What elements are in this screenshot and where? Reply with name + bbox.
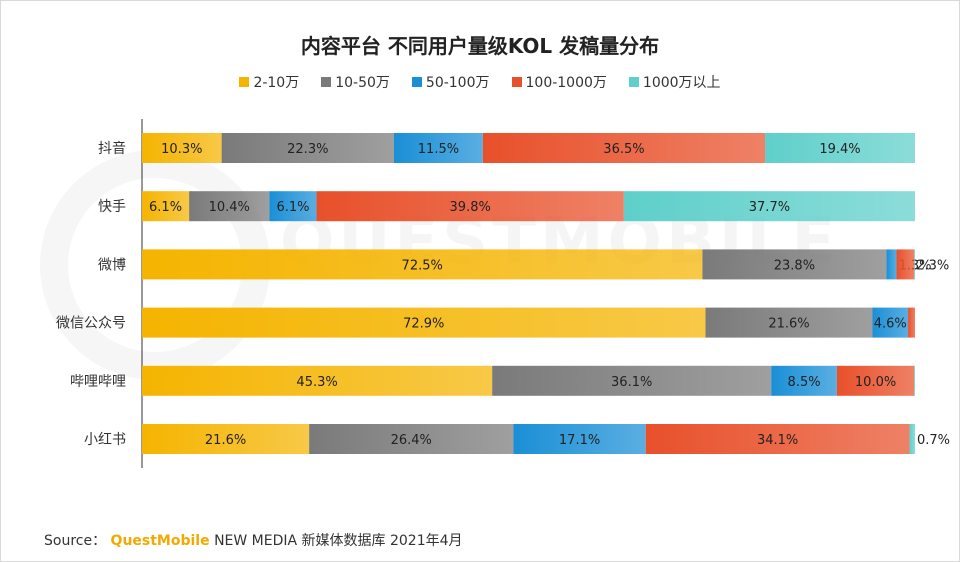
bar-segment bbox=[765, 133, 915, 163]
legend-label: 50-100万 bbox=[425, 75, 490, 91]
data-label: 6.1% bbox=[276, 200, 309, 215]
source-note: Source： QuestMobile NEW MEDIA 新媒体数据库 202… bbox=[44, 530, 463, 550]
bar-segment bbox=[142, 133, 222, 163]
data-label: 4.6% bbox=[874, 317, 907, 332]
data-label: 0.7% bbox=[917, 433, 950, 448]
bar-segment bbox=[645, 424, 910, 454]
bar-segment bbox=[492, 365, 772, 396]
bar-segment bbox=[393, 133, 483, 163]
legend-item-50-100w: 50-100万 bbox=[411, 72, 490, 92]
legend-swatch bbox=[239, 77, 250, 87]
bar-segment bbox=[705, 307, 873, 338]
bar-segment bbox=[142, 307, 706, 338]
data-label: 23.8% bbox=[774, 258, 815, 273]
data-label: 22.3% bbox=[287, 142, 328, 157]
bar-segment bbox=[316, 191, 624, 222]
legend-swatch bbox=[628, 77, 639, 87]
category-label: 微信公众号 bbox=[56, 316, 126, 332]
category-label: 微博 bbox=[98, 256, 126, 273]
legend-item-100-1000w: 100-1000万 bbox=[511, 72, 607, 92]
data-label: 21.6% bbox=[205, 433, 246, 448]
data-label: 34.1% bbox=[757, 433, 798, 448]
bar-segment bbox=[142, 249, 703, 280]
bar-segment bbox=[836, 365, 915, 396]
source-prefix: Source： bbox=[44, 533, 107, 549]
legend-item-10-50w: 10-50万 bbox=[321, 72, 390, 92]
legend-label: 2-10万 bbox=[253, 75, 300, 91]
legend-label: 100-1000万 bbox=[525, 75, 607, 91]
bar-segment bbox=[702, 249, 887, 280]
data-label: 36.1% bbox=[611, 375, 652, 390]
chart-title: 内容平台 不同用户量级KOL 发稿量分布 bbox=[300, 34, 660, 58]
bar-segment bbox=[896, 249, 915, 280]
data-label: 11.5% bbox=[418, 142, 459, 157]
data-label: 37.7% bbox=[749, 200, 790, 215]
bar-segment bbox=[908, 307, 915, 338]
data-label: 10.4% bbox=[209, 200, 250, 215]
category-label: 快手 bbox=[98, 199, 126, 215]
bar-segment bbox=[269, 191, 317, 222]
category-label: 小红书 bbox=[84, 432, 126, 448]
category-label: 抖音 bbox=[98, 140, 126, 157]
bar-segment bbox=[142, 191, 190, 222]
bar-segment bbox=[221, 133, 394, 163]
bar-segment bbox=[309, 424, 514, 454]
data-label: 26.4% bbox=[391, 433, 432, 448]
bar-segment bbox=[513, 424, 646, 454]
data-label: 72.5% bbox=[402, 258, 443, 273]
source-brand: QuestMobile bbox=[110, 533, 210, 549]
bar-segment bbox=[771, 365, 837, 396]
bar-segment bbox=[142, 365, 493, 396]
legend-item-1000w-plus: 1000万以上 bbox=[628, 72, 721, 92]
bar-segment bbox=[914, 365, 915, 396]
bar-segment bbox=[872, 307, 909, 338]
data-label: 8.5% bbox=[788, 375, 821, 390]
data-label: 19.4% bbox=[819, 142, 860, 157]
data-label: 10.0% bbox=[855, 375, 896, 390]
data-label: 2.3% bbox=[916, 258, 949, 273]
bar-segment bbox=[142, 424, 310, 454]
data-label: 39.8% bbox=[450, 200, 491, 215]
legend-label: 1000万以上 bbox=[642, 75, 721, 91]
legend-swatch bbox=[511, 77, 522, 87]
legend-swatch bbox=[411, 77, 422, 87]
legend-label: 10-50万 bbox=[335, 75, 390, 91]
bar-segment bbox=[914, 249, 915, 280]
data-label: 45.3% bbox=[296, 375, 337, 390]
data-label: 72.9% bbox=[403, 317, 444, 332]
data-label: 6.1% bbox=[149, 200, 182, 215]
legend-swatch bbox=[321, 77, 332, 87]
category-label: 哔哩哔哩 bbox=[70, 374, 126, 390]
bar-segment bbox=[189, 191, 270, 222]
data-label: 21.6% bbox=[768, 317, 809, 332]
bar-segment bbox=[482, 133, 766, 163]
data-label: 17.1% bbox=[559, 433, 600, 448]
bar-segment bbox=[623, 191, 915, 222]
bar-segment bbox=[909, 424, 915, 454]
chart-legend: 2-10万 10-50万 50-100万 100-1000万 1000万以上 bbox=[0, 72, 960, 92]
data-label: 36.5% bbox=[603, 142, 644, 157]
source-text: NEW MEDIA 新媒体数据库 2021年4月 bbox=[214, 533, 463, 549]
legend-item-2-10w: 2-10万 bbox=[239, 72, 299, 92]
data-label: 10.3% bbox=[161, 142, 202, 157]
bar-segment bbox=[886, 249, 897, 280]
